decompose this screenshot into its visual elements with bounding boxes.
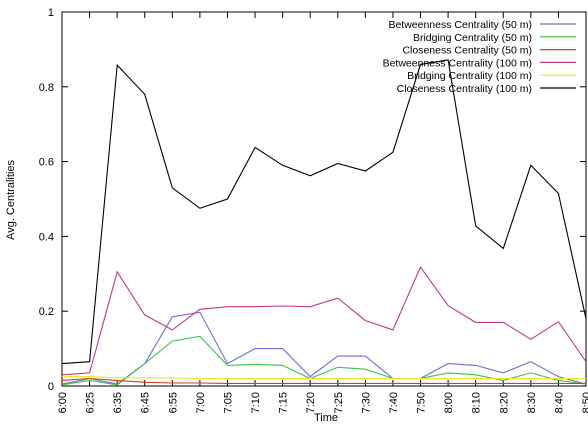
y-tick-label: 0 [48, 381, 54, 393]
x-axis: 6:00 6:25 6:35 6:45 6:55 7:00 7:05 7:10 7:15 7:20… [57, 12, 588, 413]
x-tick-label: 7:50 [416, 392, 428, 413]
x-tick-label: 8:40 [553, 392, 565, 413]
y-tick-label: 0.6 [39, 157, 54, 169]
series-line [61, 311, 587, 385]
x-tick-label: 8:20 [498, 392, 510, 413]
y-axis-title: Avg. Centralities [5, 160, 17, 240]
x-tick-label: 8:50 [581, 392, 588, 413]
y-tick-label: 0.8 [39, 82, 54, 94]
x-tick-label: 7:05 [222, 392, 234, 413]
x-tick-label: 6:55 [167, 392, 179, 413]
x-tick-label: 6:25 [85, 392, 97, 413]
series-line [61, 59, 587, 365]
legend-label: Bridging Centrality (100 m) [407, 70, 532, 82]
x-tick-label: 7:15 [278, 392, 290, 413]
legend: Betweenness Centrality (50 m)Bridging Ce… [383, 19, 576, 95]
x-axis-title: Time [314, 412, 338, 424]
plot-border [61, 11, 587, 387]
x-tick-label: 8:10 [471, 392, 483, 413]
y-tick-label: 1 [48, 7, 54, 19]
y-tick-label: 0.4 [39, 231, 54, 243]
legend-label: Closeness Centrality (50 m) [402, 45, 532, 57]
x-tick-label: 6:00 [57, 392, 69, 413]
x-tick-label: 7:20 [305, 392, 317, 413]
series-lines [61, 59, 587, 386]
legend-label: Closeness Centrality (100 m) [397, 83, 532, 95]
x-tick-label: 8:00 [443, 392, 455, 413]
series-line [61, 377, 586, 384]
legend-label: Betweenness Centrality (100 m) [383, 57, 532, 69]
legend-label: Betweenness Centrality (50 m) [388, 19, 532, 31]
x-tick-label: 7:10 [250, 392, 262, 413]
x-tick-label: 7:00 [195, 392, 207, 413]
y-tick-label: 0.2 [39, 306, 54, 318]
series-line [61, 265, 587, 376]
series-line [61, 335, 587, 386]
x-tick-label: 6:45 [140, 392, 152, 413]
x-tick-label: 7:25 [333, 392, 345, 413]
legend-label: Bridging Centrality (50 m) [413, 32, 532, 44]
plot-frame [61, 11, 587, 387]
x-tick-label: 6:35 [112, 392, 124, 413]
y-axis: 0 0.2 0.4 0.6 0.8 1 [39, 7, 586, 393]
x-tick-label: 8:30 [526, 392, 538, 413]
series-line [62, 376, 586, 380]
x-tick-label: 7:40 [388, 392, 400, 413]
x-tick-label: 7:30 [360, 392, 372, 413]
